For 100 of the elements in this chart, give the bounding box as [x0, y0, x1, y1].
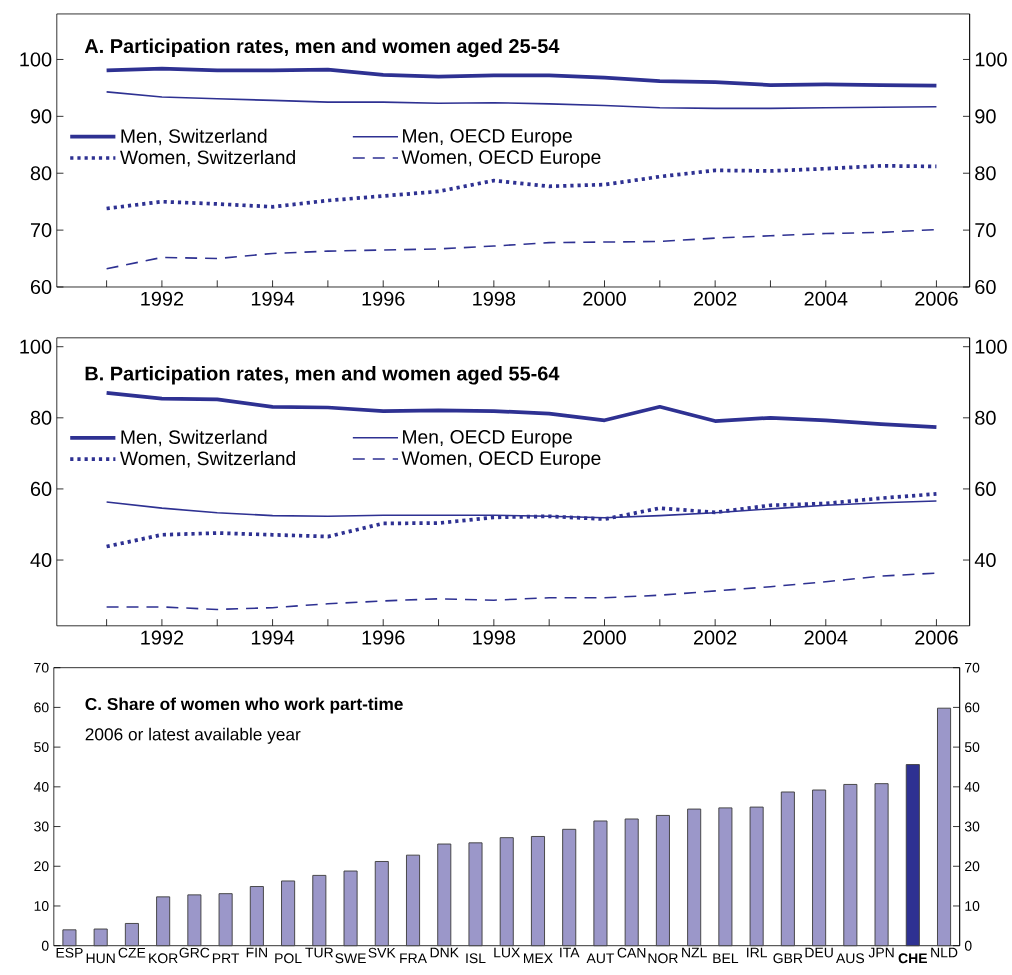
y-tick-label: 70: [30, 223, 52, 238]
y2-tick-label: 70: [965, 662, 980, 673]
bar: [530, 836, 545, 947]
x-tick-label: DEU: [805, 947, 833, 958]
x-tick-label: 2004: [804, 630, 848, 645]
y2-tick-label: 80: [975, 410, 996, 426]
y2-tick-label: 80: [975, 166, 996, 181]
y-tick-label: 60: [30, 482, 52, 497]
y2-tick-label: 60: [975, 482, 996, 497]
y-tick-label: 50: [34, 742, 49, 753]
y2-tick-label: 70: [975, 223, 996, 238]
x-tick-label: 2000: [583, 291, 626, 306]
y2-tick-label: 100: [975, 339, 1007, 354]
legend-label: Women, OECD Europe: [401, 451, 601, 469]
y-tick-label: 100: [20, 52, 52, 67]
text: A. Participation rates, men and women aged 25-54: [84, 38, 560, 58]
bar: [312, 875, 327, 947]
line-series: [104, 391, 939, 430]
x-tick-label: DNK: [430, 947, 459, 958]
x-tick-label: 2006: [915, 630, 958, 645]
line-series: [104, 66, 939, 88]
text: B. Participation rates, men and women aged 55-64: [85, 366, 560, 385]
x-tick-label: 2006: [915, 291, 958, 306]
y-tick-label: 30: [34, 821, 49, 832]
bar: [281, 880, 296, 947]
bar: [343, 870, 358, 947]
bar: [905, 764, 920, 947]
x-tick-label: AUT: [586, 953, 615, 964]
legend-label: Women, OECD Europe: [401, 150, 601, 168]
x-tick-label: NOR: [648, 953, 678, 964]
x-tick-label: ITA: [560, 947, 580, 958]
x-tick-label: 1992: [141, 291, 184, 306]
bar: [124, 923, 139, 947]
x-tick-label: 1994: [251, 630, 295, 645]
x-tick-label: FIN: [246, 947, 267, 958]
bar: [593, 820, 608, 947]
bar: [937, 707, 952, 947]
y-tick-label: 40: [33, 782, 49, 792]
legend-label: Women, Switzerland: [119, 150, 295, 167]
y-tick-label: 0: [41, 940, 49, 951]
y2-tick-label: 60: [965, 702, 980, 713]
text: C. Share of women who work part-time: [85, 697, 403, 714]
x-tick-label: JPN: [868, 947, 894, 958]
bar: [812, 789, 827, 947]
x-tick-label: 1996: [362, 630, 405, 645]
legend-label: Women, Switzerland: [119, 451, 295, 468]
legend-label: Men, Switzerland: [121, 430, 267, 447]
x-tick-label: ESP: [56, 947, 83, 958]
y-tick-label: 10: [34, 901, 49, 912]
bar: [499, 837, 514, 947]
x-tick-label: NZL: [682, 947, 707, 958]
x-tick-label: CAN: [617, 947, 646, 958]
x-tick-label: 1994: [251, 291, 295, 306]
y2-tick-label: 100: [975, 52, 1007, 67]
bar: [187, 894, 202, 947]
x-tick-label: PRT: [212, 953, 240, 964]
bar: [624, 818, 639, 947]
y2-tick-label: 40: [974, 553, 996, 568]
y-tick-label: 60: [34, 702, 49, 713]
bar: [249, 886, 264, 947]
x-tick-label: 1998: [473, 291, 516, 306]
legend-label: Men, OECD Europe: [403, 430, 572, 448]
x-tick-label: LUX: [494, 947, 520, 958]
bar: [468, 842, 483, 947]
bar: [62, 929, 77, 947]
x-tick-label: 2002: [693, 630, 737, 645]
y2-tick-label: 50: [964, 742, 980, 753]
y-tick-label: 60: [30, 280, 52, 295]
x-tick-label: POL: [275, 953, 302, 964]
x-tick-label: AUS: [836, 953, 865, 964]
y2-tick-label: 60: [975, 280, 996, 295]
x-tick-label: 2004: [804, 291, 848, 306]
y2-tick-label: 90: [975, 109, 996, 124]
x-tick-label: SWE: [335, 953, 366, 964]
y2-tick-label: 10: [965, 901, 980, 912]
x-tick-label: SVK: [368, 947, 396, 958]
bar: [687, 808, 702, 947]
bar: [93, 928, 108, 947]
y-tick-label: 70: [34, 662, 49, 673]
x-tick-label: MEX: [524, 953, 553, 964]
bar: [843, 784, 858, 947]
y2-tick-label: 40: [964, 782, 980, 792]
x-tick-label: NLD: [931, 947, 958, 958]
bar: [156, 896, 171, 947]
bar: [780, 791, 795, 947]
bar: [562, 829, 577, 947]
y2-tick-label: 20: [965, 861, 980, 872]
y-tick-label: 100: [20, 339, 52, 354]
y-tick-label: 80: [30, 410, 52, 426]
x-tick-label: 2000: [583, 630, 626, 645]
bar: [437, 843, 452, 947]
bar: [218, 893, 233, 947]
y-tick-label: 90: [30, 109, 52, 124]
legend-label: Men, OECD Europe: [403, 129, 572, 147]
x-tick-label: 2002: [693, 291, 737, 306]
x-tick-label: ISL: [466, 953, 486, 964]
y2-tick-label: 0: [964, 940, 972, 951]
x-tick-label: HUN: [86, 953, 115, 964]
text: 2006 or latest available year: [85, 727, 301, 745]
x-tick-label: TUR: [305, 947, 333, 958]
